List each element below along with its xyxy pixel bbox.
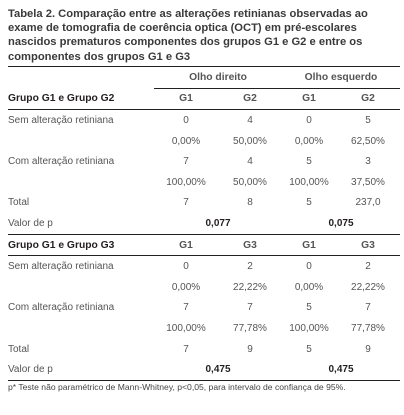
table-row: 100,00% 77,78% 100,00% 77,78% [8, 318, 400, 339]
eye-header-row: Olho direito Olho esquerdo [8, 66, 400, 89]
group-header-row: Grupo G1 e Grupo G3 G1 G3 G1 G3 [8, 234, 400, 257]
table-cell: 237,0 [355, 197, 381, 209]
row-label [8, 277, 154, 298]
row-label: Sem alteração retiniana [8, 261, 114, 273]
table-row: Total 7 8 5 237,0 [8, 193, 400, 214]
table-cell: 37,50% [351, 176, 385, 188]
caption-text: Comparação entre as alterações retiniana… [8, 8, 368, 63]
section2-title: Grupo G1 e Grupo G3 [8, 234, 154, 257]
row-label [8, 131, 154, 152]
group-header-row: Grupo G1 e Grupo G2 G1 G2 G1 G2 [8, 88, 400, 111]
table-cell: 22,22% [351, 281, 385, 293]
row-label: Total [8, 197, 30, 209]
row-label: Com alteração retiniana [8, 302, 115, 314]
olho-direito-header: Olho direito [154, 66, 282, 89]
p-value-row: Valor de p 0,475 0,475 [8, 359, 400, 381]
col-header: G1 [154, 88, 218, 111]
table-cell: 100,00% [166, 322, 206, 334]
col-header: G2 [336, 88, 400, 111]
table-cell: 7 [183, 197, 189, 209]
table-cell: 77,78% [351, 322, 385, 334]
table-cell: 5 [365, 114, 371, 126]
table-cell: 0 [183, 114, 189, 126]
p-value-row: Valor de p 0,077 0,075 [8, 213, 400, 235]
row-label: Total [8, 343, 30, 355]
table-cell: 0 [306, 261, 312, 273]
table-cell: 0 [306, 114, 312, 126]
p-value-right-eye: 0,475 [154, 359, 282, 381]
table-cell: 0,00% [171, 281, 201, 293]
results-table: Olho direito Olho esquerdo Grupo G1 e Gr… [8, 66, 400, 381]
p-value-left-eye: 0,475 [282, 359, 400, 381]
p-value-right-eye: 0,077 [154, 213, 282, 235]
table-cell: 9 [365, 343, 371, 355]
col-header: G3 [336, 234, 400, 257]
table-footnote: p* Teste não paramétrico de Mann-Whitney… [8, 382, 346, 392]
table-cell: 62,50% [351, 135, 385, 147]
table-row: 0,00% 50,00% 0,00% 62,50% [8, 131, 400, 152]
table-cell: 9 [247, 343, 253, 355]
row-label [8, 318, 154, 339]
table-cell: 0,00% [294, 135, 324, 147]
table-row: 100,00% 50,00% 100,00% 37,50% [8, 172, 400, 193]
table-row: Total 7 9 5 9 [8, 339, 400, 360]
table-cell: 50,00% [233, 176, 267, 188]
p-value-label: Valor de p [8, 213, 154, 235]
table-cell: 0 [183, 261, 189, 273]
table-caption: Tabela 2. Comparação entre as alterações… [8, 7, 400, 64]
col-header: G3 [218, 234, 282, 257]
table-cell: 7 [247, 302, 253, 314]
table-cell: 8 [247, 197, 253, 209]
table-cell: 100,00% [289, 322, 329, 334]
table-cell: 7 [365, 302, 371, 314]
table-cell: 7 [183, 302, 189, 314]
table-cell: 22,22% [233, 281, 267, 293]
table-cell: 7 [183, 156, 189, 168]
table-cell: 5 [306, 343, 312, 355]
p-value-label: Valor de p [8, 359, 154, 381]
caption-label: Tabela 2. [8, 8, 56, 20]
table-cell: 4 [247, 156, 253, 168]
p-value-left-eye: 0,075 [282, 213, 400, 235]
table-cell: 5 [306, 156, 312, 168]
table-row: Com alteração retiniana 7 7 5 7 [8, 298, 400, 319]
table-row: 0,00% 22,22% 0,00% 22,22% [8, 277, 400, 298]
table-cell: 4 [247, 114, 253, 126]
row-label: Sem alteração retiniana [8, 114, 114, 126]
table-row: Sem alteração retiniana 0 2 0 2 [8, 256, 400, 277]
table-cell: 2 [365, 261, 371, 273]
table-row: Sem alteração retiniana 0 4 0 5 [8, 110, 400, 131]
table-cell: 5 [306, 302, 312, 314]
table-cell: 50,00% [233, 135, 267, 147]
col-header: G2 [218, 88, 282, 111]
row-label [8, 172, 154, 193]
table-cell: 2 [247, 261, 253, 273]
table-cell: 3 [365, 156, 371, 168]
table-cell: 100,00% [289, 176, 329, 188]
section1-title: Grupo G1 e Grupo G2 [8, 88, 154, 111]
olho-esquerdo-header: Olho esquerdo [282, 66, 400, 89]
col-header: G1 [154, 234, 218, 257]
row-label: Com alteração retiniana [8, 156, 115, 168]
table-cell: 5 [306, 197, 312, 209]
table-cell: 77,78% [233, 322, 267, 334]
table-cell: 0,00% [294, 281, 324, 293]
table-cell: 100,00% [166, 176, 206, 188]
table-cell: 7 [183, 343, 189, 355]
table-row: Com alteração retiniana 7 4 5 3 [8, 151, 400, 172]
col-header: G1 [282, 234, 336, 257]
col-header: G1 [282, 88, 336, 111]
table-cell: 0,00% [171, 135, 201, 147]
